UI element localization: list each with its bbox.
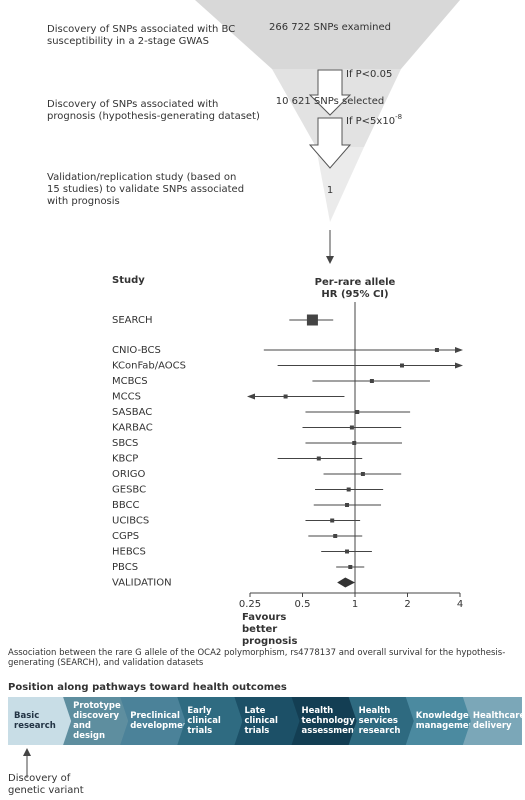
ci-arrow bbox=[455, 362, 463, 369]
pathway-stage: Early clinical trials bbox=[173, 697, 242, 745]
study-label: CGPS bbox=[112, 531, 139, 542]
x-tick-label: 0.5 bbox=[295, 599, 311, 610]
study-label: ORIGO bbox=[112, 469, 146, 480]
marker-label: Discovery of genetic variant bbox=[8, 773, 84, 796]
study-label: MCCS bbox=[112, 392, 141, 403]
study-label: PBCS bbox=[112, 562, 138, 573]
threshold-text: If P<5x10 bbox=[346, 116, 395, 127]
estimate bbox=[345, 503, 350, 507]
study-label: CNIO-BCS bbox=[112, 345, 161, 356]
connector-arrowhead bbox=[326, 256, 334, 264]
pathway-title: Position along pathways toward health ou… bbox=[8, 682, 287, 693]
summary-diamond bbox=[337, 577, 355, 588]
study-label: BBCC bbox=[112, 500, 140, 511]
study-label: SEARCH bbox=[112, 315, 152, 326]
funnel-count: 1 bbox=[327, 185, 333, 196]
funnel-description: Discovery of SNPs associated with progno… bbox=[47, 99, 260, 122]
ci-arrow bbox=[455, 347, 463, 353]
column-header: Study bbox=[112, 275, 145, 286]
study-label: KBCP bbox=[112, 454, 138, 465]
study-label: SASBAC bbox=[112, 407, 152, 418]
estimate bbox=[316, 456, 321, 461]
summary-label: VALIDATION bbox=[112, 578, 172, 589]
estimate bbox=[349, 425, 354, 430]
study-label: SBCS bbox=[112, 438, 138, 449]
estimate bbox=[283, 394, 288, 399]
ci-arrow bbox=[247, 393, 255, 400]
pathway-stage: Health technology assessment bbox=[288, 697, 357, 745]
funnel-arrow bbox=[308, 117, 352, 169]
study-label: MCBCS bbox=[112, 376, 148, 387]
pathway-stage: Basic research bbox=[8, 697, 71, 745]
estimate bbox=[434, 348, 439, 352]
funnel-threshold: If P<5x10-8 bbox=[346, 113, 402, 127]
study-label: KConFab/AOCS bbox=[112, 361, 186, 372]
caption: Association between the rare G allele of… bbox=[8, 648, 506, 668]
funnel-arrow bbox=[308, 69, 352, 116]
funnel-count: 10 621 SNPs selected bbox=[276, 96, 384, 107]
estimate bbox=[355, 410, 360, 414]
x-tick-label: 2 bbox=[404, 599, 410, 610]
estimate bbox=[330, 518, 335, 523]
estimate bbox=[306, 314, 318, 326]
study-label: HEBCS bbox=[112, 547, 146, 558]
estimate bbox=[369, 379, 374, 383]
funnel-count: 266 722 SNPs examined bbox=[269, 22, 391, 33]
estimate bbox=[360, 472, 365, 476]
x-tick-label: 0.25 bbox=[239, 599, 261, 610]
x-axis-label: Favours better prognosis bbox=[242, 612, 298, 647]
estimate bbox=[333, 534, 338, 538]
threshold-exponent: -8 bbox=[395, 113, 402, 121]
chart-title: Per-rare allele HR (95% CI) bbox=[314, 277, 396, 300]
funnel-band bbox=[195, 0, 460, 69]
study-label: GESBC bbox=[112, 485, 146, 496]
funnel-description: Validation/replication study (based on 1… bbox=[47, 172, 245, 207]
estimate bbox=[346, 487, 351, 492]
estimate bbox=[400, 363, 405, 368]
estimate bbox=[352, 441, 357, 445]
funnel-description: Discovery of SNPs associated with BC sus… bbox=[47, 24, 236, 47]
estimate bbox=[348, 565, 353, 569]
x-tick-label: 1 bbox=[352, 599, 358, 610]
estimate bbox=[345, 549, 350, 554]
study-label: UCIBCS bbox=[112, 516, 149, 527]
marker-arrowhead bbox=[23, 748, 31, 756]
x-tick-label: 4 bbox=[457, 599, 463, 610]
study-label: KARBAC bbox=[112, 423, 153, 434]
funnel-threshold: If P<0.05 bbox=[346, 69, 392, 80]
